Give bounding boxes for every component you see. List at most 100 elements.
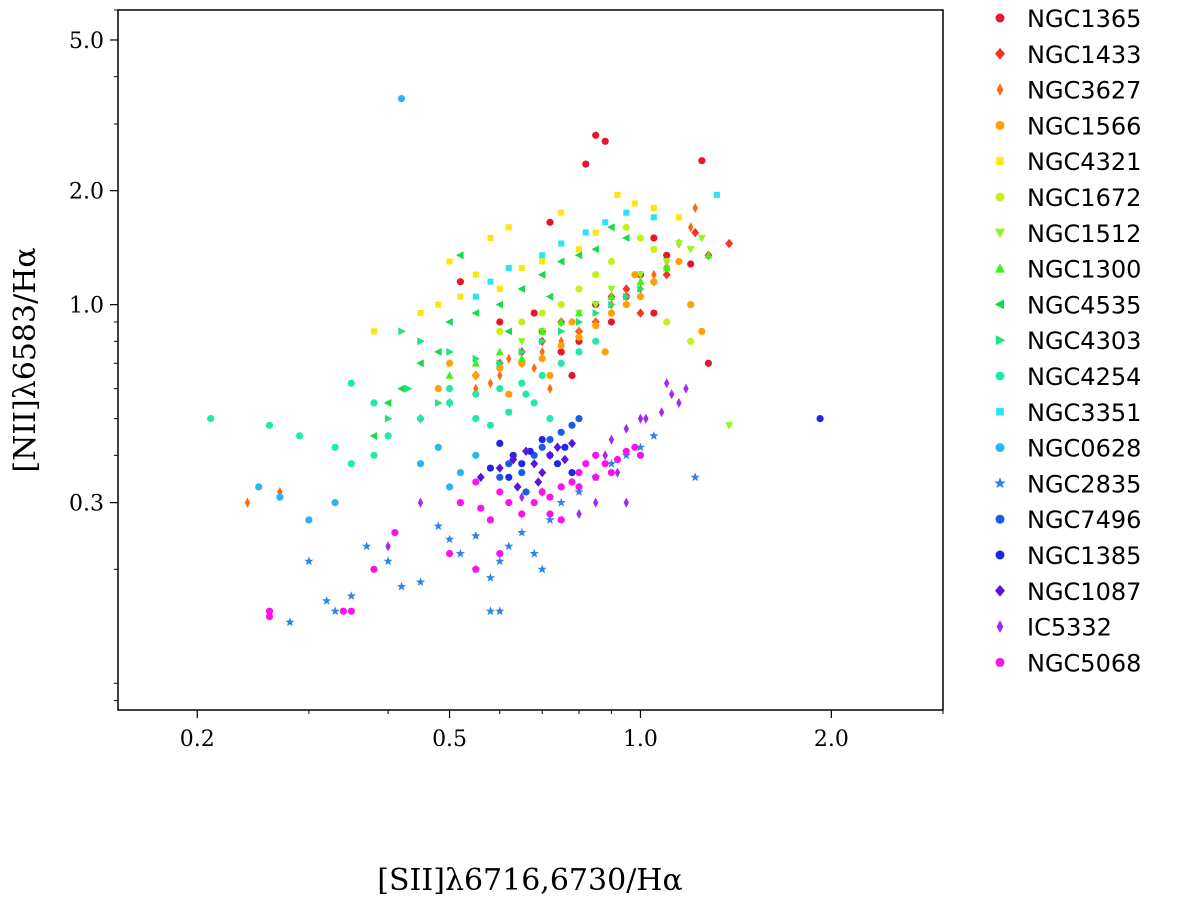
legend-marker — [994, 477, 1006, 489]
legend-marker — [995, 13, 1005, 23]
data-point — [560, 454, 569, 465]
data-point — [546, 493, 554, 501]
data-point — [472, 415, 480, 423]
data-point — [607, 285, 616, 294]
data-point — [698, 327, 706, 335]
legend-label: NGC4254 — [1027, 363, 1141, 391]
data-point — [725, 422, 734, 430]
data-point — [557, 483, 565, 491]
data-point — [538, 468, 547, 478]
data-point — [636, 271, 645, 279]
data-point — [608, 434, 615, 445]
data-point — [558, 209, 565, 216]
data-point — [553, 460, 562, 468]
data-point — [576, 326, 582, 337]
data-point — [518, 460, 526, 468]
data-point — [444, 534, 455, 544]
legend-label: NGC1512 — [1027, 220, 1141, 248]
data-point — [384, 432, 392, 440]
series-ngc4254 — [207, 337, 600, 468]
data-point — [622, 284, 631, 294]
legend-marker — [995, 228, 1005, 239]
data-point — [558, 240, 565, 247]
data-point — [530, 309, 538, 317]
series-ngc1385 — [486, 415, 824, 481]
data-point — [518, 379, 526, 387]
data-point — [675, 214, 682, 221]
legend-label: NGC2835 — [1027, 470, 1141, 498]
data-point — [592, 131, 600, 139]
data-point — [383, 399, 392, 407]
data-point — [607, 257, 616, 266]
data-point — [534, 477, 543, 487]
data-point — [546, 436, 554, 444]
x-tick-label: 0.2 — [180, 727, 215, 752]
data-point — [635, 442, 646, 452]
data-point — [522, 390, 530, 398]
data-point — [530, 459, 539, 469]
data-point — [496, 439, 504, 447]
data-point — [456, 499, 464, 507]
data-point — [472, 271, 479, 278]
data-point — [435, 301, 442, 308]
data-point — [631, 200, 638, 207]
data-point — [623, 497, 629, 508]
legend-label: NGC1433 — [1027, 41, 1141, 69]
series-ngc3627 — [244, 202, 698, 508]
data-point — [662, 263, 671, 272]
data-point — [636, 308, 645, 318]
data-point — [416, 415, 425, 423]
data-point — [446, 348, 454, 356]
data-point — [391, 529, 399, 537]
data-point — [557, 516, 565, 524]
data-point — [495, 300, 503, 309]
data-point — [546, 371, 554, 380]
legend-marker — [994, 299, 1004, 310]
data-point — [575, 308, 583, 317]
data-point — [631, 271, 639, 279]
data-point — [547, 383, 553, 394]
data-point — [582, 160, 590, 168]
data-point — [472, 371, 480, 380]
series-ngc1672 — [496, 223, 695, 345]
data-point — [370, 565, 378, 573]
data-point — [643, 413, 649, 424]
data-point — [574, 251, 583, 260]
data-point — [276, 493, 284, 501]
data-point — [370, 328, 377, 335]
data-point — [530, 399, 538, 407]
data-point — [575, 333, 583, 341]
axes: 0.2 0.5 1.0 2.0 0.3 1.0 2.0 5.0 — [69, 9, 944, 752]
y-tick-label: 0.3 — [69, 492, 104, 517]
data-point — [546, 450, 554, 460]
data-point — [255, 483, 263, 491]
x-axis-label: [SII]λ6716,6730/Hα — [377, 863, 682, 898]
data-point — [485, 572, 496, 582]
data-point — [601, 460, 609, 468]
data-point — [636, 293, 645, 301]
data-point — [592, 322, 600, 330]
data-point — [537, 564, 547, 574]
data-point — [602, 219, 609, 226]
data-point — [592, 271, 600, 279]
data-point — [553, 442, 562, 452]
data-point — [631, 443, 639, 451]
legend-label: NGC1300 — [1027, 256, 1141, 284]
data-point — [650, 234, 658, 242]
series-ngc4535 — [369, 223, 630, 440]
data-point — [568, 478, 576, 486]
data-point — [476, 472, 485, 482]
data-point — [434, 348, 442, 356]
data-point — [650, 278, 658, 286]
data-point — [690, 472, 700, 482]
data-point — [486, 421, 494, 429]
data-point — [538, 443, 546, 451]
data-point — [537, 270, 546, 279]
data-point — [496, 473, 504, 481]
series-ngc4321 — [370, 191, 682, 335]
data-point — [651, 269, 657, 280]
data-point — [417, 310, 424, 317]
data-point — [347, 607, 355, 615]
data-point — [487, 278, 494, 285]
data-point — [704, 359, 713, 367]
